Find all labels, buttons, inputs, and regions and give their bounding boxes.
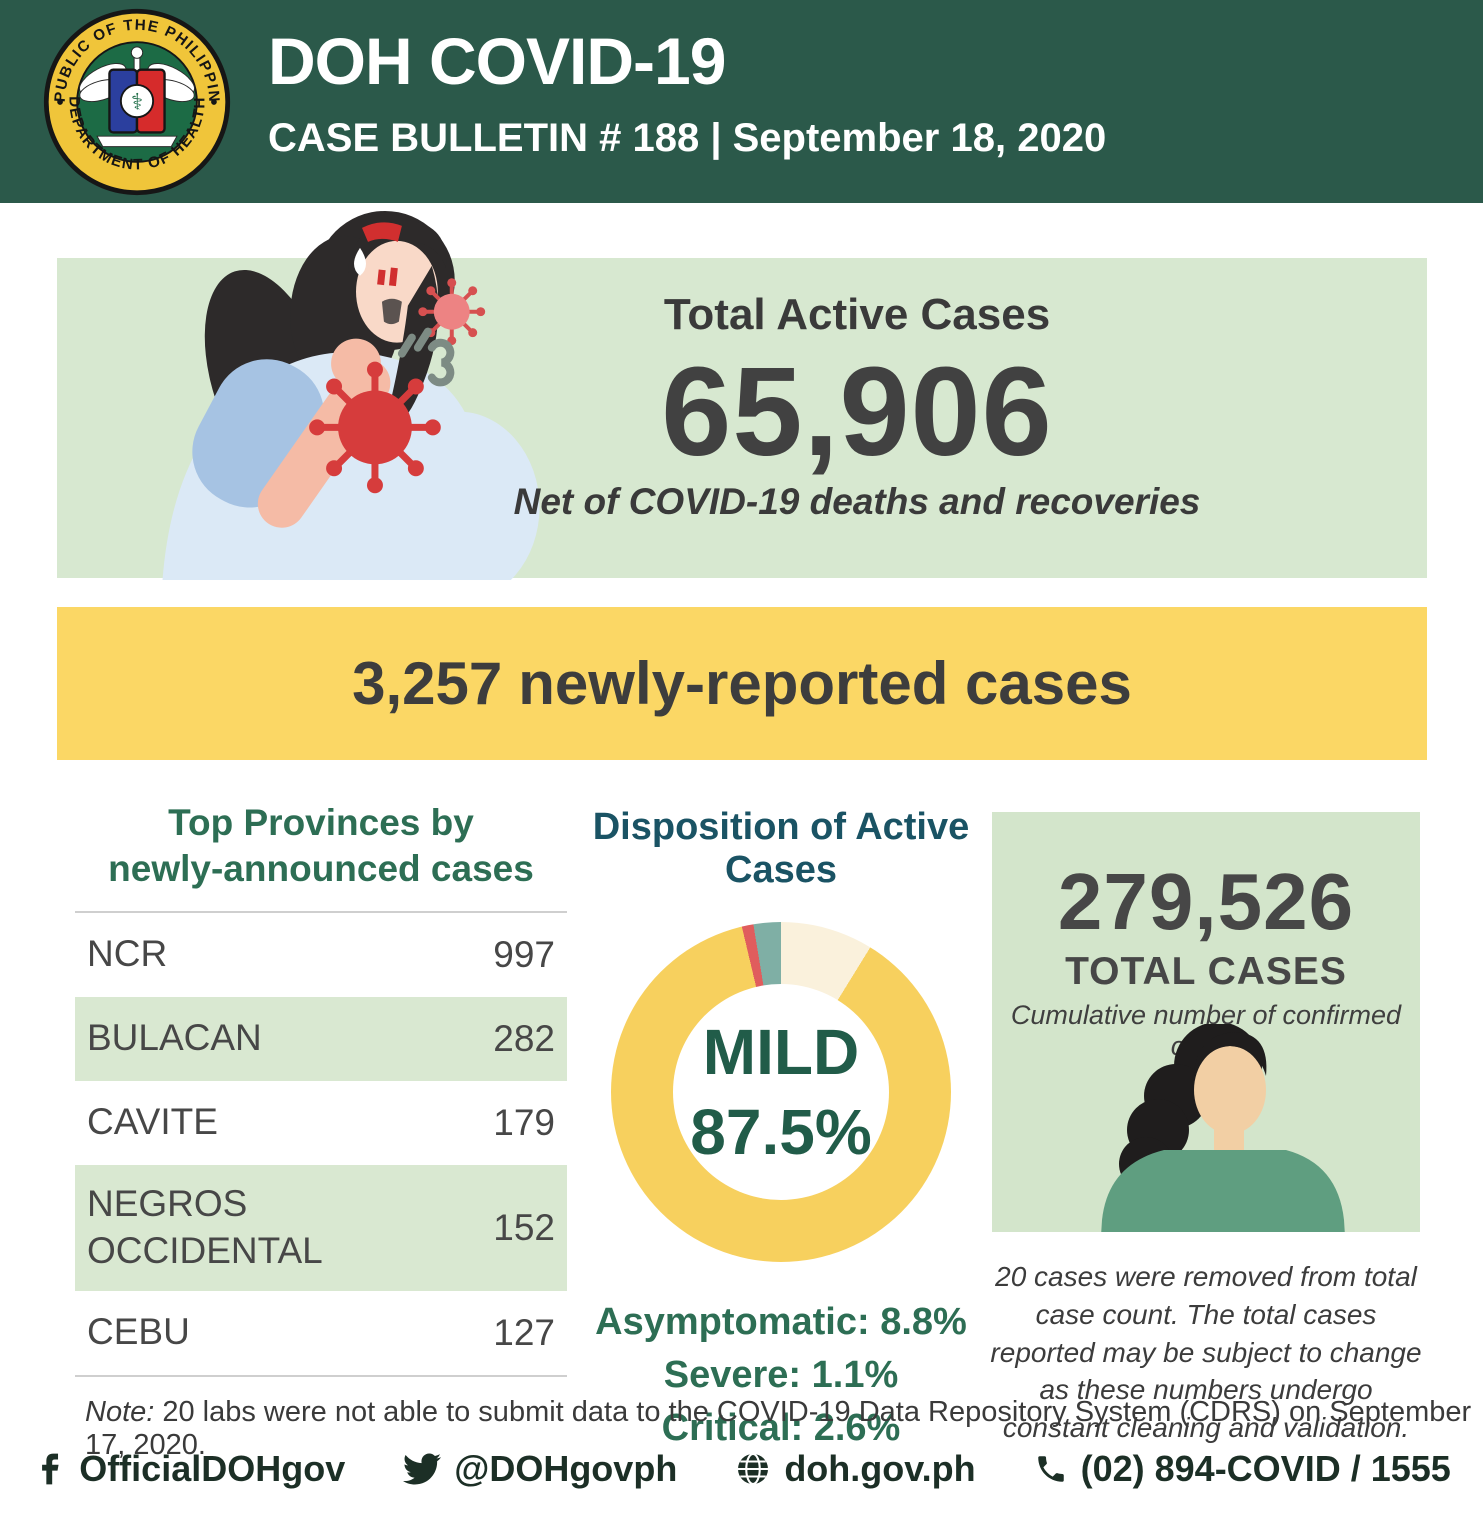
table-row: NCR 997 [87, 933, 555, 975]
table-row: BULACAN 282 [75, 996, 567, 1081]
sweat-drop [354, 247, 366, 276]
table-row: NEGROS OCCIDENTAL 152 [75, 1164, 567, 1291]
donut-center-value: 87.5% [690, 1096, 872, 1168]
top-provinces-title: Top Provinces by newly-announced cases [108, 802, 534, 890]
table-row: CEBU 127 [87, 1311, 555, 1353]
table-row: CAVITE 179 [87, 1101, 555, 1143]
total-cases-label: TOTAL CASES [1065, 950, 1347, 993]
top-provinces-section: Top Provinces by newly-announced cases N… [75, 800, 567, 1377]
globe-icon [738, 1452, 769, 1486]
facebook-icon [42, 1453, 59, 1485]
stat-asymptomatic: Asymptomatic: 8.8% [595, 1301, 967, 1343]
footer-facebook[interactable]: OfficialDOHgov [32, 1448, 345, 1490]
virus-icon [309, 361, 441, 494]
website-url: doh.gov.ph [784, 1448, 976, 1489]
twitter-handle: @DOHgovph [454, 1448, 678, 1489]
seal-shield: ⚕ [108, 68, 166, 134]
coughing-woman-illustration [162, 210, 540, 580]
provinces-table: NCR 997 BULACAN 282 CAVITE 179 NEGROS OC… [75, 910, 567, 1377]
donut-center: MILD 87.5% [673, 984, 889, 1200]
total-cases-panel: 279,526 TOTAL CASES Cumulative number of… [992, 812, 1420, 1232]
stat-critical: Critical: 2.6% [661, 1407, 901, 1450]
footnote-text: 20 labs were not able to submit data to … [85, 1396, 1472, 1461]
facebook-handle: OfficialDOHgov [79, 1448, 346, 1489]
new-cases-number: 3,257 [352, 650, 503, 717]
disposition-title: Disposition of Active Cases [592, 806, 970, 891]
page-subtitle: CASE BULLETIN # 188 | September 18, 2020 [268, 116, 1107, 160]
total-cases-note: 20 cases were removed from total case co… [990, 1261, 1422, 1444]
ponytail-woman-illustration [1101, 1024, 1345, 1232]
phone-number: (02) 894-COVID / 1555 [1080, 1448, 1451, 1489]
new-cases-banner: 3,257 newly-reported cases [57, 607, 1427, 760]
doh-seal-logo: ⚕ REPUBLIC OF THE PHILIPPINES DEPARTMENT… [42, 7, 231, 196]
stat-severe: Severe: 1.1% [663, 1354, 899, 1397]
active-cases-note: Net of COVID-19 deaths and recoveries [513, 480, 1201, 522]
footnote-prefix: Note: [85, 1396, 155, 1428]
disposition-section: Disposition of Active Cases MILD 87.5% A… [585, 806, 977, 1456]
footer-twitter[interactable]: @DOHgovph [403, 1448, 677, 1490]
page-title: DOH COVID-19 [268, 24, 726, 98]
donut-center-label: MILD [702, 1015, 860, 1088]
hair-clip [361, 222, 402, 242]
active-cases-label: Total Active Cases [663, 290, 1051, 339]
cough-marks [397, 327, 455, 387]
footer-bar: OfficialDOHgov @DOHgovph doh.gov.ph (02)… [0, 1448, 1483, 1490]
footer-phone[interactable]: (02) 894-COVID / 1555 [1034, 1448, 1451, 1490]
footnote: Note: 20 labs were not able to submit dat… [85, 1396, 1483, 1462]
disposition-donut: MILD 87.5% [611, 922, 951, 1262]
footer-website[interactable]: doh.gov.ph [735, 1448, 976, 1490]
disposition-stats: Asymptomatic: 8.8% Severe: 1.1% Critical… [585, 1296, 977, 1456]
phone-icon [1037, 1456, 1064, 1482]
active-cases-value: 65,906 [661, 341, 1053, 482]
svg-text:⚕: ⚕ [131, 90, 143, 116]
twitter-icon [403, 1453, 442, 1485]
header-bar: ⚕ REPUBLIC OF THE PHILIPPINES DEPARTMENT… [0, 0, 1483, 203]
seal-banner [96, 135, 178, 148]
total-cases-value: 279,526 [1057, 857, 1355, 946]
new-cases-text: newly-reported cases [518, 650, 1132, 717]
